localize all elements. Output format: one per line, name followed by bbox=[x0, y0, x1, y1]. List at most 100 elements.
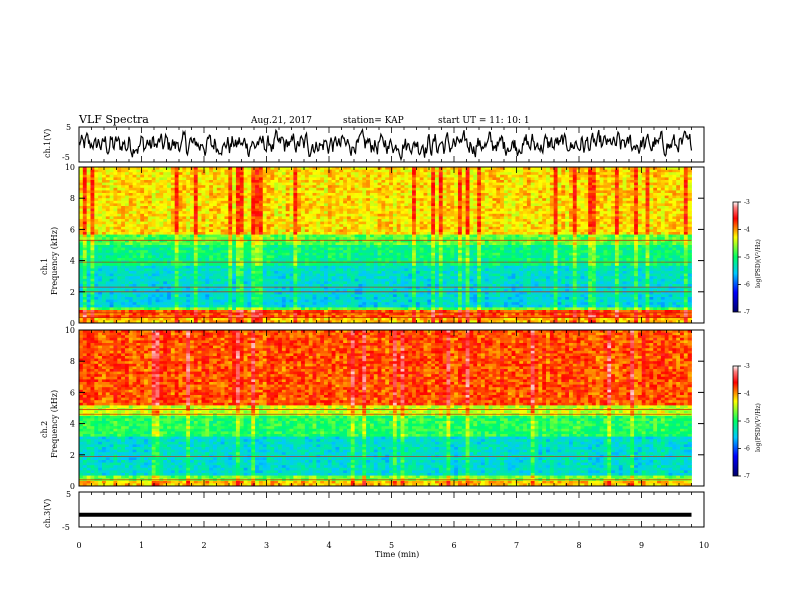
spectrogram-cell bbox=[285, 169, 290, 173]
spectrogram-cell bbox=[301, 245, 306, 248]
spectrogram-cell bbox=[193, 219, 199, 222]
spectrogram-cell bbox=[415, 167, 421, 170]
spectrogram-cell bbox=[354, 182, 359, 186]
spectrogram-cell bbox=[86, 177, 91, 181]
spectrogram-cell bbox=[408, 245, 413, 248]
spectrogram-cell bbox=[396, 195, 401, 199]
spectrogram-cell bbox=[400, 167, 405, 170]
spectrogram-cell bbox=[90, 242, 95, 246]
spectrogram-cell bbox=[262, 206, 267, 209]
spectrogram-cell bbox=[373, 185, 378, 189]
spectrogram-cell bbox=[500, 172, 505, 176]
spectrogram-cell bbox=[369, 239, 375, 243]
spectrogram-cell bbox=[588, 172, 593, 176]
spectrogram-cell bbox=[480, 226, 486, 230]
spectrogram-cell bbox=[82, 172, 88, 176]
spectrogram-cell bbox=[549, 229, 555, 233]
spectrogram-cell bbox=[301, 193, 306, 196]
spectrogram-cell bbox=[358, 216, 363, 220]
spectrogram-cell bbox=[193, 245, 199, 248]
spectrogram-cell bbox=[151, 208, 156, 212]
spectrogram-cell bbox=[324, 203, 329, 207]
spectrogram-cell bbox=[465, 213, 470, 217]
spectrogram-cell bbox=[664, 169, 669, 173]
spectrogram-cell bbox=[274, 216, 279, 220]
spectrogram-cell bbox=[293, 185, 298, 189]
spectrogram-cell bbox=[228, 167, 233, 170]
spectrogram-cell bbox=[197, 195, 202, 199]
spectrogram-cell bbox=[304, 169, 310, 173]
spectrogram-cell bbox=[546, 213, 551, 217]
spectrogram-cell bbox=[339, 182, 344, 186]
spectrogram-cell bbox=[469, 213, 474, 217]
spectrogram-cell bbox=[530, 172, 535, 176]
spectrogram-cell bbox=[212, 198, 218, 202]
spectrogram-cell bbox=[603, 200, 608, 204]
spectrogram-cell bbox=[274, 221, 279, 225]
spectrogram-cell bbox=[408, 190, 413, 194]
spectrogram-cell bbox=[262, 167, 267, 170]
spectrogram-cell bbox=[500, 226, 505, 230]
spectrogram-cell bbox=[549, 169, 555, 173]
spectrogram-cell bbox=[98, 245, 103, 248]
spectrogram-cell bbox=[232, 232, 237, 235]
spectrogram-cell bbox=[668, 232, 673, 235]
spectrogram-cell bbox=[304, 234, 310, 238]
spectrogram-cell bbox=[235, 208, 241, 212]
spectrogram-cell bbox=[435, 234, 440, 238]
spectrogram-cell bbox=[603, 221, 608, 225]
spectrogram-cell bbox=[182, 203, 187, 207]
spectrogram-cell bbox=[362, 232, 367, 235]
spectrogram-cell bbox=[660, 180, 666, 183]
spectrogram-cell bbox=[469, 242, 474, 246]
spectrogram-cell bbox=[274, 224, 279, 228]
spectrogram-cell bbox=[163, 169, 168, 173]
spectrogram-cell bbox=[235, 169, 241, 173]
spectrogram-cell bbox=[477, 172, 482, 176]
spectrogram-cell bbox=[159, 198, 164, 202]
spectrogram-cell bbox=[653, 234, 658, 238]
spectrogram-cell bbox=[324, 206, 329, 209]
spectrogram-cell bbox=[101, 206, 107, 209]
spectrogram-cell bbox=[201, 174, 206, 178]
spectrogram-cell bbox=[239, 234, 245, 238]
spectrogram-cell bbox=[396, 234, 401, 238]
spectrogram-cell bbox=[523, 229, 528, 233]
spectrogram-cell bbox=[147, 206, 153, 209]
spectrogram-cell bbox=[117, 245, 122, 248]
spectrogram-cell bbox=[454, 174, 459, 178]
spectrogram-cell bbox=[626, 185, 631, 189]
spectrogram-cell bbox=[243, 206, 248, 209]
spectrogram-cell bbox=[209, 180, 214, 183]
spectrogram-cell bbox=[542, 213, 547, 217]
spectrogram-cell bbox=[549, 185, 555, 189]
spectrogram-cell bbox=[209, 167, 214, 170]
spectrogram-cell bbox=[680, 200, 685, 204]
spectrogram-cell bbox=[473, 187, 478, 191]
spectrogram-cell bbox=[293, 216, 298, 220]
spectrogram-cell bbox=[618, 234, 623, 238]
spectrogram-cell bbox=[680, 185, 685, 189]
spectrogram-cell bbox=[224, 193, 229, 196]
spectrogram-cell bbox=[235, 203, 241, 207]
spectrogram-cell bbox=[98, 187, 103, 191]
spectrogram-cell bbox=[289, 224, 294, 228]
spectrogram-cell bbox=[128, 206, 133, 209]
spectrogram-cell bbox=[128, 193, 133, 196]
spectrogram-cell bbox=[526, 208, 532, 212]
spectrogram-cell bbox=[446, 211, 451, 215]
spectrogram-cell bbox=[442, 211, 447, 215]
spectrogram-cell bbox=[278, 180, 283, 183]
spectrogram-cell bbox=[109, 221, 114, 225]
spectrogram-cell bbox=[607, 213, 612, 217]
spectrogram-cell bbox=[170, 206, 176, 209]
spectrogram-cell bbox=[289, 237, 294, 241]
spectrogram-cell bbox=[507, 198, 512, 202]
spectrogram-cell bbox=[220, 216, 225, 220]
spectrogram-cell bbox=[576, 242, 581, 246]
spectrogram-cell bbox=[534, 234, 539, 238]
spectrogram-cell bbox=[369, 232, 375, 235]
spectrogram-cell bbox=[170, 234, 176, 238]
spectrogram-cell bbox=[274, 169, 279, 173]
spectrogram-cell bbox=[220, 211, 225, 215]
